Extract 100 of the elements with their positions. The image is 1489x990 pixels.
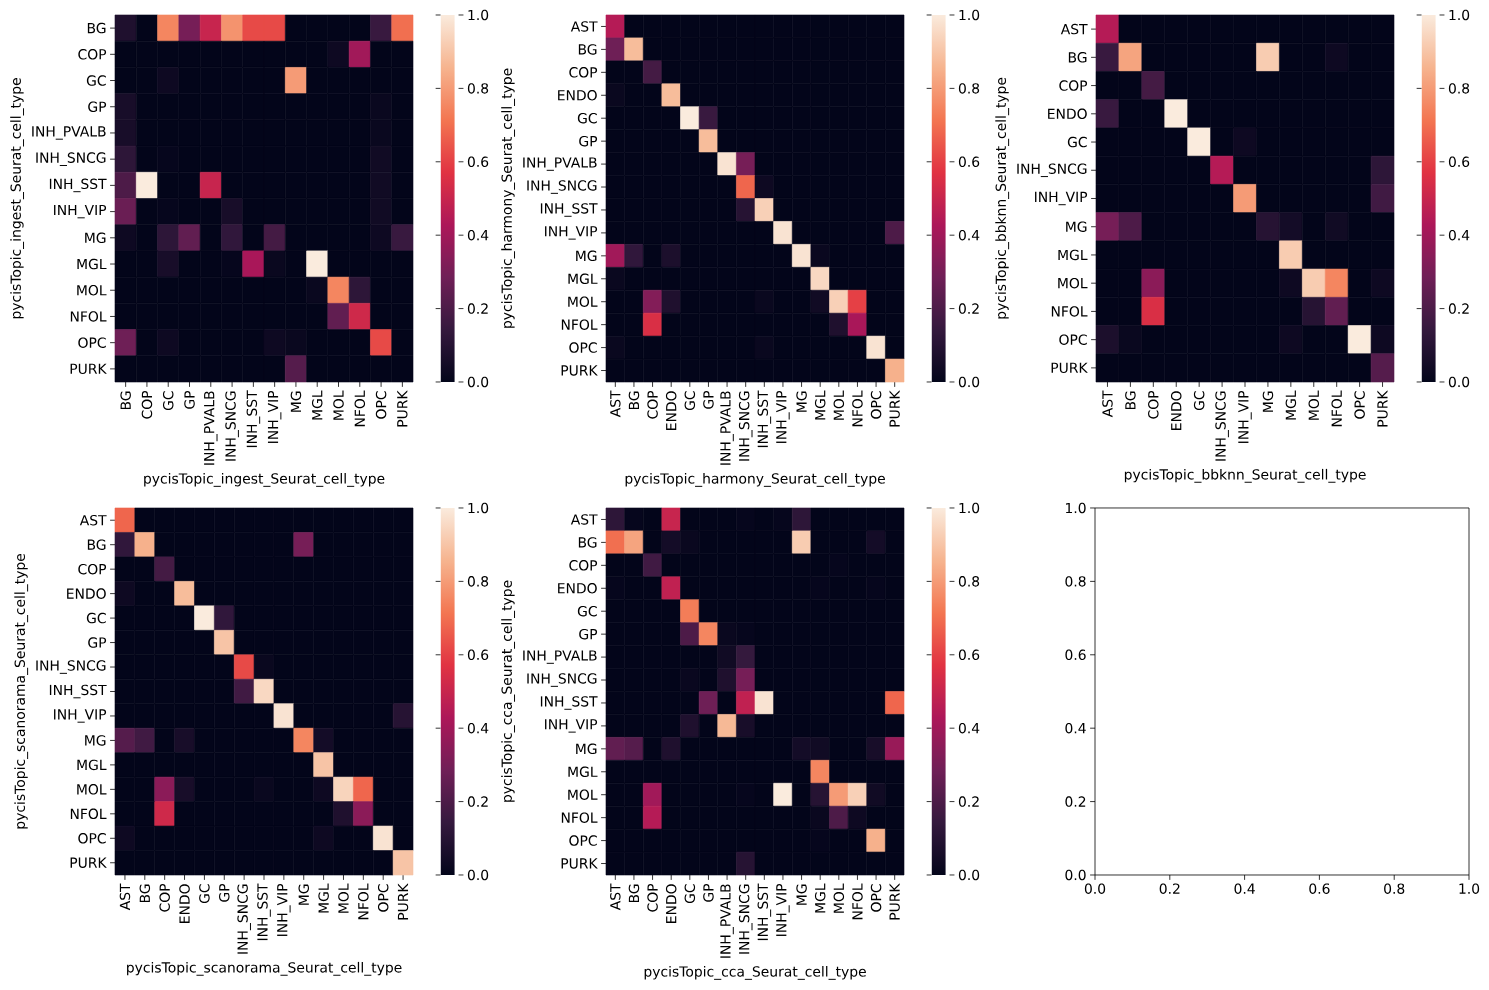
x-tick-label: BG [628, 391, 640, 410]
color-bar-label: 0.4 [958, 722, 980, 734]
y-axis-title: pycisTopic_scanorama_Seurat_cell_type [14, 553, 29, 829]
x-tick-label: MG [796, 884, 807, 905]
x-axis-title: pycisTopic_harmony_Seurat_cell_type [625, 472, 885, 487]
y-tick-label: MG [85, 232, 106, 244]
y-tick-label: AST [570, 21, 598, 32]
x-tick-label: NFOL [852, 883, 863, 920]
x-tick-label: BG [120, 391, 131, 410]
y-tick-label: ENDO [67, 588, 106, 599]
color-bar-label: 1.0 [468, 502, 489, 514]
x-tick-label: INH_SST [757, 883, 772, 941]
x-tick-label: INH_PVALB [720, 884, 734, 958]
y-tick-label: MG [576, 250, 597, 262]
y-tick-label: INH_PVALB [32, 126, 106, 140]
color-bar-label: 0.8 [958, 576, 980, 587]
x-tick-label: ENDO [179, 884, 190, 923]
y-tick-label: NFOL [561, 319, 598, 330]
x-tick-label: PURK [889, 883, 900, 920]
y-tick-label: 0.2 [1065, 796, 1086, 807]
y-tick-label: PURK [561, 365, 598, 376]
x-tick-label: 0.6 [1309, 883, 1330, 894]
x-tick-label: NFOL [354, 390, 366, 427]
y-tick-label: PURK [561, 858, 598, 869]
x-tick-label: 0.8 [1384, 883, 1405, 894]
x-tick-label: OPC [870, 391, 882, 419]
y-tick-label: GP [579, 135, 598, 147]
color-bar-label: 0.8 [958, 83, 980, 94]
y-tick-label: COP [78, 563, 107, 575]
y-tick-label: GC [86, 612, 106, 624]
y-tick-label: NFOL [70, 311, 107, 322]
color-bar-label: 1.0 [468, 9, 489, 21]
y-tick-label: INH_PVALB [523, 157, 597, 171]
x-axis-title: pycisTopic_scanorama_Seurat_cell_type [127, 961, 402, 976]
y-tick-label: ENDO [1048, 108, 1087, 120]
x-tick-label: MOL [833, 390, 845, 420]
x-tick-label: MGL [814, 883, 826, 913]
y-tick-label: GC [86, 75, 106, 86]
y-tick-label: INH_VIP [1035, 191, 1088, 206]
y-tick-label: OPC [1059, 334, 1087, 345]
color-bar-label: 0.6 [958, 156, 980, 168]
x-tick-label: NFOL [1331, 390, 1342, 427]
color-bar-label: 0.2 [467, 303, 488, 314]
color-bar-label: 1.0 [1449, 9, 1470, 21]
y-tick-label: GP [88, 637, 107, 648]
color-bar-label: 0.2 [958, 796, 979, 807]
x-tick-label: BG [139, 884, 151, 903]
y-tick-label: BG [87, 22, 106, 34]
y-tick-label: BG [578, 537, 597, 548]
y-tick-label: NFOL [70, 808, 107, 820]
x-axis-title: pycisTopic_cca_Seurat_cell_type [644, 965, 866, 980]
y-tick-label: INH_SST [540, 203, 598, 217]
y-tick-label: PURK [1051, 362, 1088, 374]
y-tick-label: OPC [78, 833, 106, 844]
color-bar-label: 0.8 [467, 576, 489, 587]
x-tick-label: MGL [1285, 390, 1297, 420]
color-bar-label: 0.2 [467, 796, 488, 807]
y-tick-label: MOL [1058, 277, 1088, 289]
x-tick-label: INH_SNCG [738, 391, 753, 461]
y-tick-label: MOL [77, 284, 107, 296]
y-tick-label: MOL [568, 789, 598, 800]
y-axis-title: pycisTopic_bbknn_Seurat_cell_type [995, 77, 1010, 319]
x-tick-label: INH_PVALB [720, 391, 734, 465]
y-tick-label: GC [577, 112, 597, 124]
x-tick-label: PURK [889, 390, 900, 427]
y-tick-label: INH_SNCG [1017, 163, 1087, 178]
y-tick-label: OPC [569, 342, 597, 353]
x-axis-title: pycisTopic_ingest_Seurat_cell_type [144, 472, 385, 487]
x-tick-label: MGL [311, 390, 323, 420]
y-tick-label: OPC [78, 337, 106, 348]
y-axis-title: pycisTopic_harmony_Seurat_cell_type [501, 68, 516, 328]
y-tick-label: MG [576, 743, 597, 755]
y-tick-label: AST [79, 514, 107, 526]
y-tick-label: INH_VIP [54, 709, 107, 723]
y-tick-label: OPC [569, 835, 597, 846]
x-tick-label: PURK [397, 883, 409, 920]
x-tick-label: INH_SST [246, 390, 261, 448]
color-bar-label: 0.4 [958, 229, 980, 241]
x-tick-label: COP [647, 390, 658, 419]
color-bar-label: 0.6 [467, 156, 489, 168]
x-tick-label: BG [1125, 391, 1136, 410]
y-tick-label: GC [1067, 136, 1087, 148]
x-tick-label: OPC [870, 884, 882, 912]
x-axis-title: pycisTopic_bbknn_Seurat_cell_type [1124, 468, 1366, 483]
y-tick-label: 0.6 [1065, 649, 1086, 661]
x-tick-label: INH_VIP [267, 390, 282, 443]
x-tick-label: MOL [333, 390, 344, 420]
x-tick-label: INH_VIP [277, 883, 291, 936]
x-tick-label: INH_VIP [776, 390, 790, 443]
x-tick-label: AST [119, 883, 131, 911]
y-tick-label: MGL [77, 759, 107, 771]
x-tick-label: ENDO [665, 884, 677, 923]
y-tick-label: 0.4 [1065, 722, 1086, 734]
x-tick-label: GC [684, 884, 696, 904]
x-tick-label: MOL [833, 883, 845, 913]
y-tick-label: 1.0 [1065, 502, 1086, 514]
y-tick-label: COP [78, 49, 107, 60]
color-bar-label: 0.2 [958, 303, 979, 314]
x-tick-label: GC [162, 391, 174, 411]
y-tick-label: COP [569, 560, 598, 571]
